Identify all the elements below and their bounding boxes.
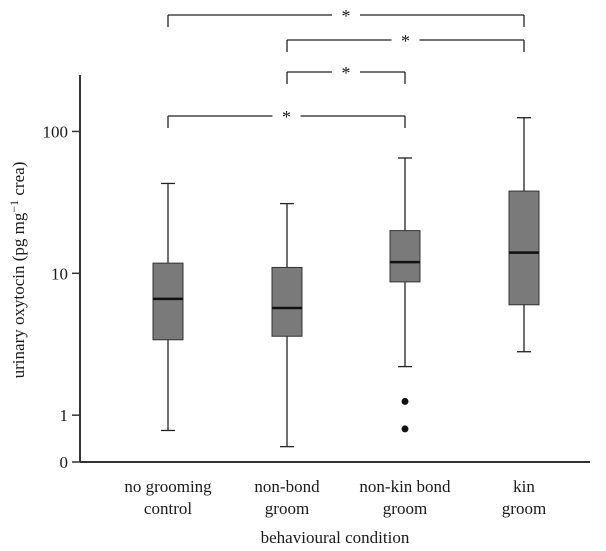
x-tick-label-line2: control (144, 499, 192, 518)
x-tick-label-line1: non-kin bond (359, 477, 451, 496)
box-group (389, 157, 421, 433)
box (389, 230, 421, 283)
y-tick-label-1: 1 (60, 406, 69, 425)
y-axis-label: urinary oxytocin (pg mg−1 crea) (7, 162, 28, 379)
y-tick-label-100: 100 (43, 122, 69, 141)
x-tick-label-line1: non-bond (254, 477, 320, 496)
x-tick-label-line2: groom (383, 499, 427, 518)
outlier-point (401, 397, 409, 405)
box (271, 266, 303, 337)
significance-label: * (342, 63, 351, 83)
significance-brackets: * * * * (167, 6, 525, 128)
significance-bracket: * (167, 107, 406, 128)
x-axis-label: behavioural condition (261, 528, 410, 547)
x-tick-label-line1: no grooming (124, 477, 212, 496)
significance-bracket: * (286, 63, 406, 84)
y-tick-label-10: 10 (51, 264, 68, 283)
outlier-point (401, 425, 409, 433)
significance-label: * (401, 31, 410, 51)
significance-bracket: * (286, 31, 525, 52)
significance-label: * (342, 6, 351, 26)
box (152, 262, 184, 341)
significance-bracket: * (167, 6, 525, 27)
box-group (152, 182, 184, 432)
x-tick-label-line2: groom (265, 499, 309, 518)
axes: 1 10 100 0 no grooming control non-bond groom no… (43, 75, 590, 518)
x-tick-label-line1: kin (513, 477, 535, 496)
boxes (152, 117, 540, 448)
box-group (508, 117, 540, 353)
y-tick-label-0: 0 (60, 453, 69, 472)
box (508, 190, 540, 306)
significance-label: * (282, 107, 291, 127)
box-group (271, 202, 303, 448)
x-tick-label-line2: groom (502, 499, 546, 518)
